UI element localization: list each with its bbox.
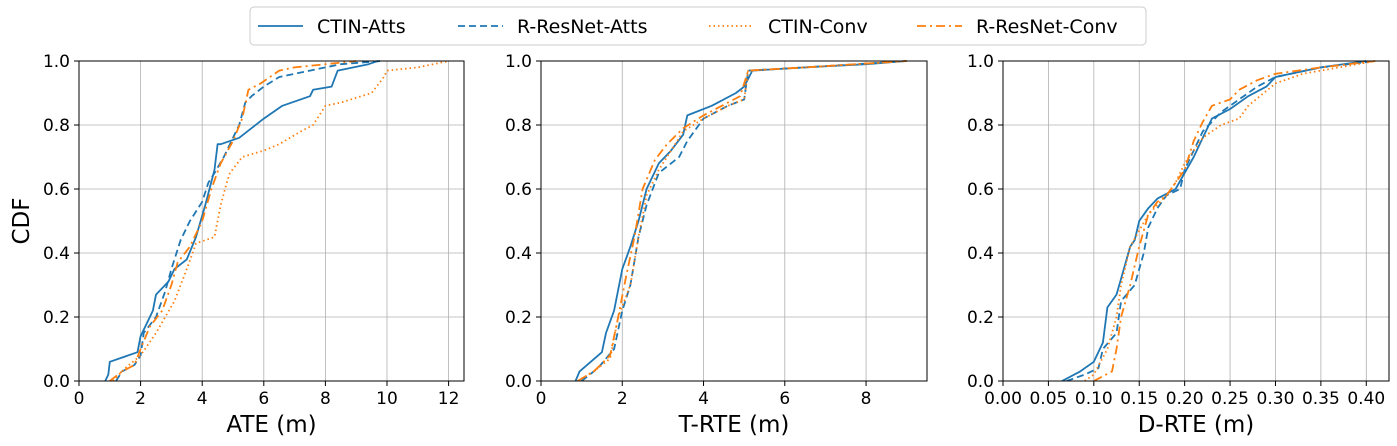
legend-label-r-resnet-conv: R-ResNet-Conv [976,16,1118,38]
legend-frame [249,6,1147,46]
plot3-series-group [1061,60,1376,381]
plot1-series-r-resnet-atts [115,60,381,381]
plot1-xtick-label-2: 4 [197,389,208,409]
plot3-xtick-label-8: 0.40 [1347,389,1385,409]
plot3-xtick-label-0: 0.00 [984,389,1022,409]
plot3-series-r-resnet-conv [1093,60,1376,381]
plot1-xtick-label-4: 8 [320,389,331,409]
plot2-xtick-label-0: 0 [536,389,547,409]
plot1-series-ctin-atts [104,60,379,381]
plot1-ytick-label-1: 0.2 [43,308,70,328]
plot3-series-r-resnet-atts [1066,60,1376,381]
plot3-xtick-label-6: 0.30 [1257,389,1295,409]
plot1-xlabel: ATE (m) [226,412,316,438]
legend-label-ctin-conv: CTIN-Conv [768,16,868,38]
plot1-series-ctin-conv [112,60,449,381]
plot1-ylabel: CDF [9,198,35,245]
legend: CTIN-Atts R-ResNet-Atts CTIN-Conv R-ResNet-… [249,6,1147,46]
plot2-series-ctin-atts [574,60,907,381]
plot2-ytick-label-3: 0.6 [505,180,532,200]
plot1-ytick-label-2: 0.4 [43,244,70,264]
d-rte-cdf-plot: 0.00 0.05 0.10 0.15 0.20 0.25 0.30 0.35 0.40 0.0 0… [967,52,1390,438]
plot1-xtick-label-6: 12 [438,389,460,409]
plot3-axes-frame [1002,60,1390,382]
plot1-ytick-label-3: 0.6 [43,180,70,200]
plot2-series-ctin-conv [577,60,907,381]
plot1-xtick-label-3: 6 [258,389,269,409]
plot3-ytick-label-4: 0.8 [967,116,994,136]
plot2-xtick-label-3: 6 [779,389,790,409]
plot2-ytick-label-4: 0.8 [505,116,532,136]
plot2-ytick-label-0: 0.0 [505,372,532,392]
plot2-axes-frame [540,60,928,382]
plot1-series-group [104,60,449,381]
plot1-ytick-label-5: 1.0 [43,52,70,72]
plot3-xtick-label-7: 0.35 [1302,389,1340,409]
plot3-ytick-label-1: 0.2 [967,308,994,328]
legend-label-r-resnet-atts: R-ResNet-Atts [517,16,647,38]
plot2-ytick-label-1: 0.2 [505,308,532,328]
plot2-series-group [574,60,907,381]
ate-cdf-plot: 0 2 4 6 8 10 12 0.0 0.2 0.4 0.6 0.8 1.0 ATE (m) CDF [9,52,465,438]
plot3-ytick-label-5: 1.0 [967,52,994,72]
plot2-xlabel: T-RTE (m) [678,412,790,438]
plot3-ytick-label-2: 0.4 [967,244,994,264]
plot1-ytick-label-4: 0.8 [43,116,70,136]
plot1-axes-frame [78,60,465,382]
plot3-xtick-label-5: 0.25 [1211,389,1249,409]
plot2-series-r-resnet-conv [577,60,907,381]
t-rte-cdf-plot: 0 2 4 6 8 0.0 0.2 0.4 0.6 0.8 1.0 T-RTE (m) [505,52,928,438]
plot2-xtick-label-4: 8 [861,389,872,409]
plot3-series-ctin-atts [1061,60,1367,381]
plot3-xtick-label-2: 0.10 [1075,389,1113,409]
plot3-xlabel: D-RTE (m) [1138,412,1255,438]
plot2-ytick-label-2: 0.4 [505,244,532,264]
plot3-xtick-label-1: 0.05 [1029,389,1067,409]
plot3-xtick-label-3: 0.15 [1120,389,1158,409]
plot2-series-r-resnet-atts [581,60,907,381]
plot3-ytick-label-0: 0.0 [967,372,994,392]
legend-label-ctin-atts: CTIN-Atts [317,16,406,38]
plot1-xtick-label-0: 0 [74,389,85,409]
plot3-ytick-label-3: 0.6 [967,180,994,200]
plot1-xtick-label-5: 10 [376,389,398,409]
plot2-ytick-label-5: 1.0 [505,52,532,72]
plot1-ytick-label-0: 0.0 [43,372,70,392]
plot1-xtick-label-1: 2 [135,389,146,409]
plot1-series-r-resnet-conv [109,60,357,381]
plot2-xtick-label-2: 4 [698,389,709,409]
plot3-xtick-label-4: 0.20 [1166,389,1204,409]
plot2-xtick-label-1: 2 [617,389,628,409]
